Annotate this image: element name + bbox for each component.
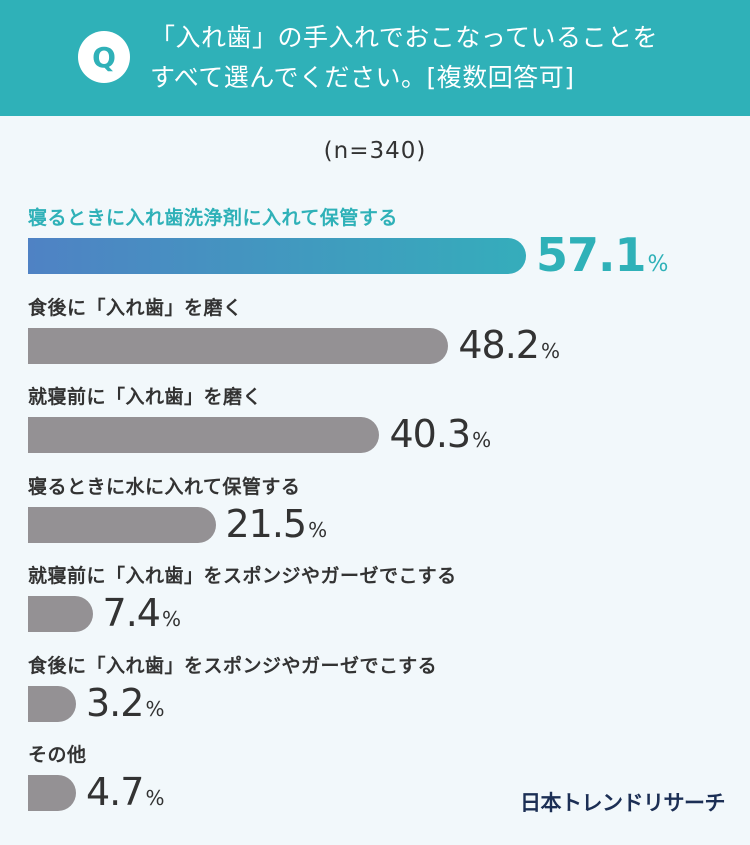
bar	[28, 775, 76, 811]
bar	[28, 327, 449, 364]
bar	[28, 417, 380, 453]
bar	[28, 685, 76, 722]
value-unit: %	[161, 607, 181, 631]
value-label: 4.7%	[86, 773, 164, 811]
value-label: 21.5%	[226, 505, 328, 543]
value-unit: %	[308, 517, 328, 542]
value-unit: %	[540, 338, 560, 363]
category-label: 食後に「入れ歯」を磨く	[28, 296, 243, 319]
value-unit: %	[145, 786, 165, 810]
value-unit: %	[472, 428, 492, 452]
category-label: 寝るときに入れ歯洗浄剤に入れて保管する	[28, 207, 398, 229]
category-label: 寝るときに水に入れて保管する	[28, 475, 301, 498]
question-line-2: すべて選んでください。[複数回答可]	[150, 63, 575, 92]
question-badge: Q	[78, 31, 130, 83]
value-label: 48.2%	[458, 326, 560, 364]
value-number: 3.2	[86, 680, 144, 725]
category-label: その他	[28, 744, 87, 766]
value-number: 40.3	[389, 412, 471, 456]
value-unit: %	[145, 696, 165, 721]
question-header: Q 「入れ歯」の手入れでおこなっていることを すべて選んでください。[複数回答可…	[0, 0, 750, 116]
value-number: 4.7	[86, 770, 144, 814]
value-label: 3.2%	[86, 684, 164, 722]
bar	[28, 596, 93, 632]
category-label: 就寝前に「入れ歯」を磨く	[28, 386, 263, 408]
bar	[28, 506, 216, 543]
value-label: 40.3%	[389, 415, 491, 453]
sample-size: (n=340)	[323, 138, 427, 164]
value-label: 57.1%	[536, 232, 668, 278]
bar	[28, 238, 526, 274]
value-number: 7.4	[102, 591, 161, 635]
value-label: 7.4%	[103, 594, 181, 632]
value-number: 57.1	[536, 228, 646, 282]
value-unit: %	[647, 252, 669, 277]
value-number: 21.5	[225, 501, 308, 546]
category-label: 就寝前に「入れ歯」をスポンジやガーゼでこする	[28, 565, 457, 587]
category-label: 食後に「入れ歯」をスポンジやガーゼでこする	[28, 654, 438, 677]
value-number: 48.2	[458, 322, 540, 367]
question-text: 「入れ歯」の手入れでおこなっていることを すべて選んでください。[複数回答可]	[150, 18, 710, 98]
brand-logo: 日本トレンドリサーチ	[520, 791, 726, 815]
question-line-1: 「入れ歯」の手入れでおこなっていることを	[150, 23, 659, 52]
